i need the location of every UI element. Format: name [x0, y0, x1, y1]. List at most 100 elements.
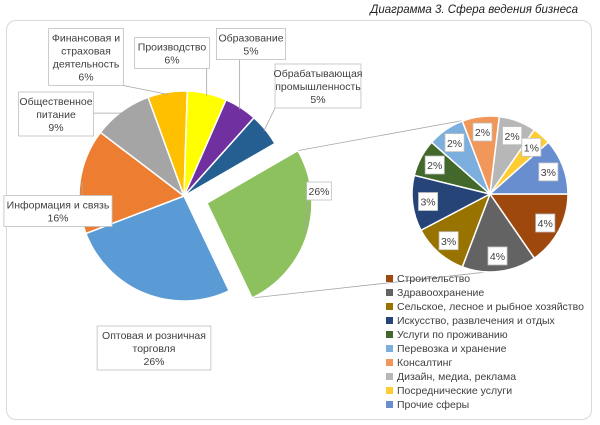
secondary-дизайн-медиа-реклама-label-text: 2%	[505, 131, 520, 143]
legend-label: Искусство, развлечения и отдых	[397, 315, 556, 327]
secondary-искусство-развлечения-и-отдых-label-box	[418, 192, 439, 211]
main-обрабатывающая-промышленность-label-text: промышленность	[275, 81, 361, 93]
secondary-перевозка-и-хранение-label: 2%	[444, 133, 465, 153]
legend-label: Консалтинг	[397, 357, 452, 369]
main-финансовая-и-страховая-деятельность-leader	[123, 85, 168, 95]
legend-item-здравоохранение: Здравоохранение	[386, 287, 484, 299]
secondary-услуги-по-проживанию-label-box	[424, 155, 445, 175]
main-информация-и-связь-label-text: Информация и связь	[7, 200, 110, 212]
legend-item-услуги-по-проживанию: Услуги по проживанию	[386, 329, 508, 341]
legend-label: Прочие сферы	[397, 399, 469, 411]
secondary-перевозка-и-хранение-label-text: 2%	[447, 138, 462, 150]
secondary-услуги-по-проживанию-label-text: 2%	[427, 160, 442, 172]
legend-swatch	[386, 289, 393, 296]
main-обрабатывающая-промышленность-label-box	[274, 63, 362, 109]
legend-swatch	[386, 317, 393, 324]
main-обрабатывающая-промышленность-leader	[263, 107, 276, 132]
secondary-консалтинг-label-text: 2%	[475, 127, 490, 139]
secondary-искусство-развлечения-и-отдых-label: 3%	[418, 192, 439, 211]
secondary-сельское-лесное-и-рыбное-хозяйство-label: 3%	[438, 231, 459, 251]
legend-item-строительство: Строительство	[386, 273, 470, 285]
main-производство-label-text: 6%	[164, 55, 179, 67]
main-оптовая-и-розничная-торговля-label-text: торговля	[133, 343, 176, 355]
main-финансовая-и-страховая-деятельность-label-text: 6%	[78, 72, 93, 84]
secondary-строительство-label: 4%	[535, 213, 556, 233]
main-обрабатывающая-промышленность-label-text: 5%	[310, 94, 325, 106]
legend-item-консалтинг: Консалтинг	[386, 357, 452, 369]
legend-swatch	[386, 387, 393, 394]
main-производство-label-box	[134, 37, 210, 69]
legend-label: Сельское, лесное и рыбное хозяйство	[397, 301, 584, 313]
main-slice-обрабатывающая-промышленность	[183, 116, 276, 197]
main-общественное-питание-label-text: Общественное	[19, 96, 92, 108]
secondary-посреднические-услуги-label: 1%	[521, 137, 542, 157]
legend-item-прочие-сферы: Прочие сферы	[386, 399, 469, 411]
legend-label: Перевозка и хранение	[397, 343, 507, 355]
secondary-прочие-сферы-label-text: 3%	[541, 167, 556, 179]
legend-label: Посреднические услуги	[397, 385, 512, 397]
secondary-дизайн-медиа-реклама-label-box	[502, 126, 523, 146]
legend-label: Строительство	[397, 273, 470, 285]
secondary-услуги-по-проживанию-label: 2%	[424, 155, 445, 175]
secondary-здравоохранение-label-text: 4%	[490, 251, 505, 263]
main-прочие-сферы-label-box	[306, 181, 332, 201]
legend-swatch	[386, 359, 393, 366]
legend-item-посреднические-услуги: Посреднические услуги	[386, 385, 512, 397]
main-общественное-питание-label-box	[18, 91, 94, 137]
legend-item-дизайн-медиа-реклама: Дизайн, медиа, реклама	[386, 371, 516, 383]
secondary-сельское-лесное-и-рыбное-хозяйство-label-box	[438, 231, 459, 251]
main-производство-label-text: Производство	[138, 42, 207, 54]
main-прочие-сферы-label: 26%	[304, 181, 332, 234]
secondary-консалтинг-label: 2%	[472, 122, 493, 142]
main-общественное-питание-label-text: питание	[36, 109, 76, 121]
secondary-здравоохранение-label-box	[487, 246, 508, 266]
secondary-строительство-label-box	[535, 213, 556, 233]
secondary-slice-здравоохранение	[461, 192, 536, 273]
legend-swatch	[386, 345, 393, 352]
legend-swatch	[386, 373, 393, 380]
secondary-дизайн-медиа-реклама-label: 2%	[502, 126, 523, 146]
secondary-перевозка-и-хранение-label-box	[444, 133, 465, 153]
main-оптовая-и-розничная-торговля-label-text: 26%	[143, 356, 164, 368]
main-образование-label-text: 5%	[243, 46, 258, 58]
main-оптовая-и-розничная-торговля-label-box	[96, 325, 212, 371]
main-финансовая-и-страховая-деятельность-label-text: страховая	[61, 46, 111, 58]
main-финансовая-и-страховая-деятельность-label-text: Финансовая и	[52, 33, 120, 45]
secondary-pie-labels: 4% 4% 3% 3% 2% 2% 2% 2% 1% 3%	[418, 122, 559, 266]
main-образование-label-text: Образование	[218, 33, 283, 45]
legend-swatch	[386, 275, 393, 282]
legend-item-перевозка-и-хранение: Перевозка и хранение	[386, 343, 507, 355]
main-общественное-питание-label-text: 9%	[48, 122, 63, 134]
chart-caption: Диаграмма 3. Сфера ведения бизнеса	[370, 4, 578, 16]
secondary-посреднические-услуги-label-text: 1%	[524, 142, 539, 154]
secondary-посреднические-услуги-label-box	[521, 137, 542, 157]
secondary-прочие-сферы-label-box	[538, 162, 559, 182]
connector-line-top	[297, 115, 488, 152]
main-образование-label-box	[215, 28, 287, 60]
secondary-строительство-label-text: 4%	[538, 218, 553, 230]
connector-line-bottom	[252, 271, 488, 299]
main-оптовая-и-розничная-торговля-label-text: Оптовая и розничная	[102, 330, 206, 342]
main-информация-и-связь-label-text: 16%	[47, 213, 68, 225]
legend-item-сельское-лесное-и-рыбное-хозяйство: Сельское, лесное и рыбное хозяйство	[386, 301, 584, 313]
secondary-прочие-сферы-label: 3%	[538, 162, 559, 182]
chart-legend: Строительство Здравоохранение Сельское, ле…	[386, 273, 584, 411]
secondary-slice-строительство	[488, 193, 569, 260]
main-прочие-сферы-label-text: 26%	[308, 186, 329, 198]
main-финансовая-и-страховая-деятельность-label-text: деятельность	[53, 59, 120, 71]
secondary-pie	[411, 115, 569, 273]
secondary-здравоохранение-label: 4%	[487, 246, 508, 266]
secondary-сельское-лесное-и-рыбное-хозяйство-label-text: 3%	[441, 236, 456, 248]
legend-swatch	[386, 401, 393, 408]
secondary-искусство-развлечения-и-отдых-label-text: 3%	[420, 197, 435, 209]
legend-item-искусство-развлечения-и-отдых: Искусство, развлечения и отдых	[386, 315, 556, 327]
main-pie-labels: 26%Оптовая и розничнаяторговля26%Информа…	[3, 28, 362, 371]
